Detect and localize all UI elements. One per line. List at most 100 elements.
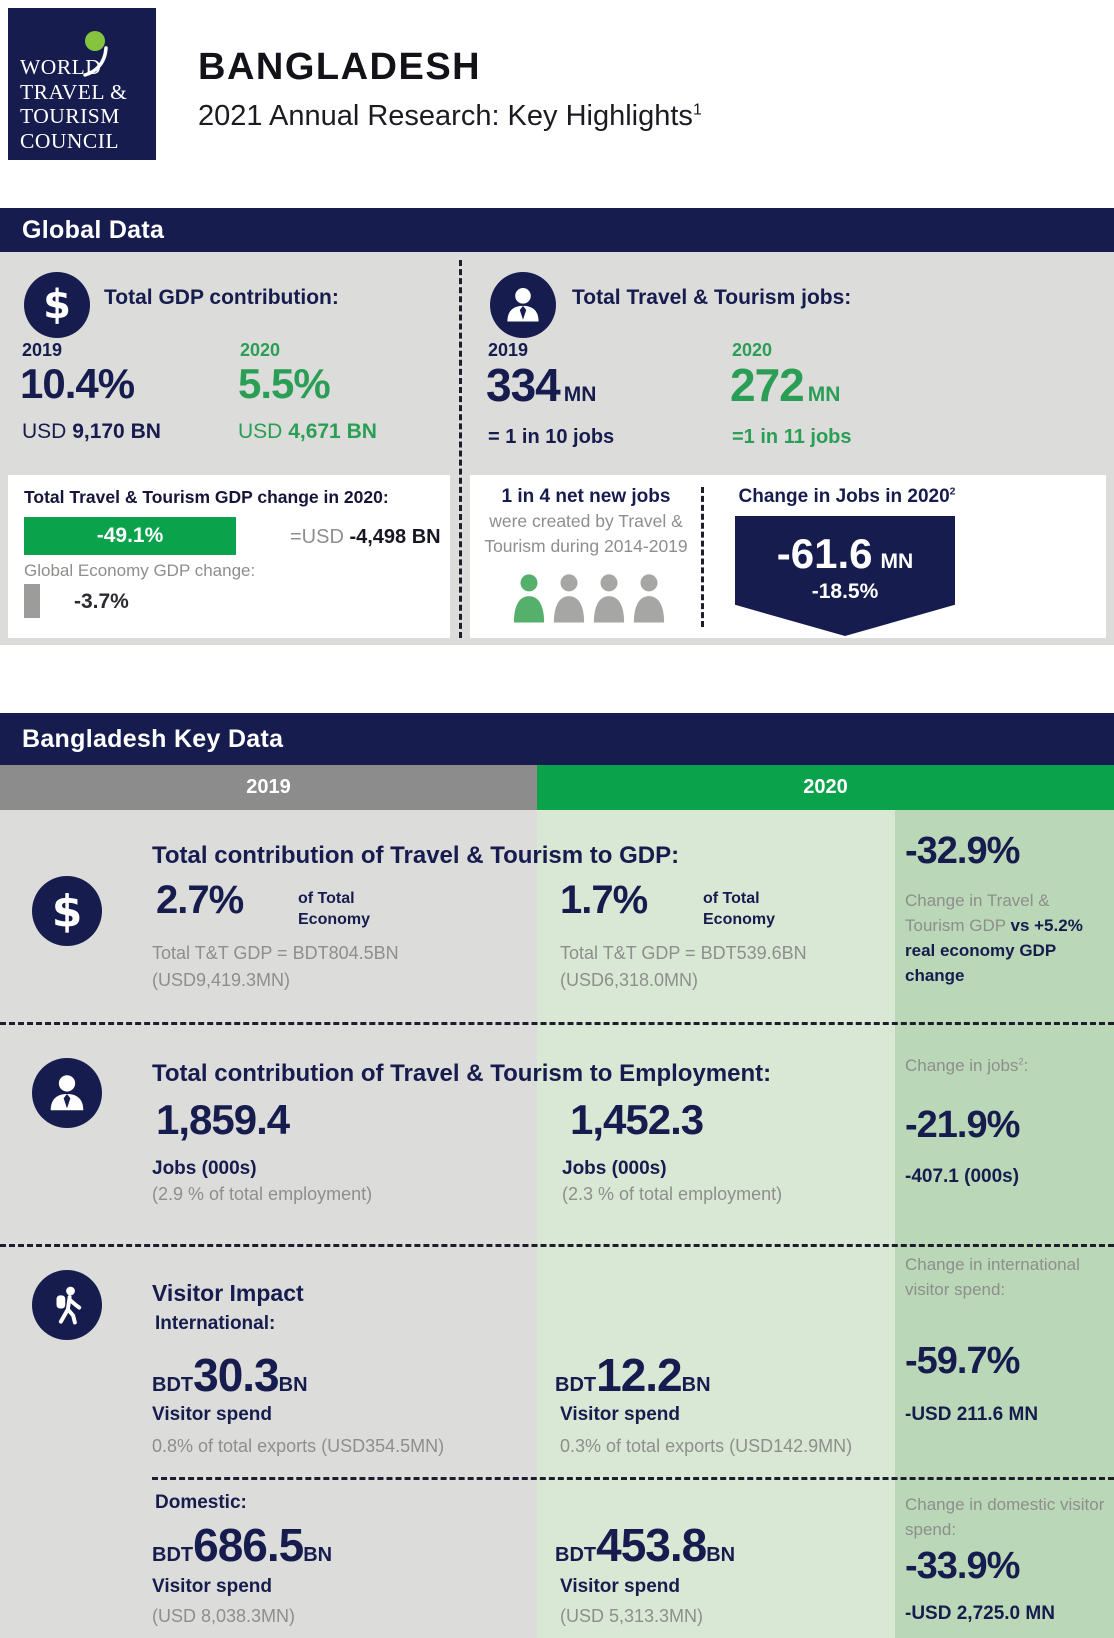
- jobs-change-footnote: 2: [949, 486, 956, 498]
- economy-gdp-change-value: -3.7%: [74, 590, 129, 613]
- gdp-2020-line1: Total T&T GDP = BDT539.6BN: [560, 943, 807, 963]
- employment-change-note: -407.1 (000s): [905, 1166, 1020, 1187]
- subtitle-text: 2021 Annual Research: Key Highlights: [198, 100, 693, 132]
- intl-2019-note: 0.8% of total exports (USD354.5MN): [152, 1436, 445, 1456]
- logo-line: TOURISM: [20, 104, 120, 128]
- logo-line: WORLD: [20, 55, 102, 79]
- employment-change-value: -21.9%: [905, 1104, 1020, 1146]
- wttc-logo-text: WORLD TRAVEL & TOURISM COUNCIL: [20, 55, 127, 153]
- dom-2020-spend-label: Visitor spend: [560, 1576, 681, 1597]
- dom-change-note: -USD 2,725.0 MN: [905, 1603, 1055, 1624]
- jobs-2020-ratio: =1 in 11 jobs: [732, 426, 852, 448]
- gdp-2020-year: 2020: [240, 340, 281, 360]
- jobs-2020-year: 2020: [732, 340, 773, 360]
- jobs-2019-ratio: = 1 in 10 jobs: [488, 426, 615, 448]
- gdp-2019-percent: 2.7%: [156, 878, 244, 922]
- wttc-logo: WORLD TRAVEL & TOURISM COUNCIL: [8, 8, 156, 160]
- gdp-change-label: Change in Travel & Tourism GDP vs +5.2% …: [905, 891, 1083, 985]
- dollar-icon: $: [32, 876, 102, 946]
- page-title: BANGLADESH: [198, 46, 482, 88]
- gdp-2020-value: 5.5%: [238, 360, 331, 407]
- global-data-title: Global Data: [22, 215, 165, 244]
- jobs-heading: Total Travel & Tourism jobs:: [572, 286, 852, 309]
- person-icon-green: [513, 574, 545, 623]
- gdp-change-card: [8, 475, 450, 638]
- column-header-2020: 2020: [537, 765, 1114, 810]
- key-data-section-header: Bangladesh Key Data: [0, 713, 1114, 765]
- gdp-2019-line1: Total T&T GDP = BDT804.5BN: [152, 943, 399, 963]
- key-data-2020-column-bg: [537, 810, 895, 1638]
- gdp-2019-amount: USD 9,170 BN: [22, 420, 161, 443]
- new-jobs-line2: were created by Travel &: [489, 511, 683, 531]
- page-subtitle: 2021 Annual Research: Key Highlights1: [198, 100, 702, 133]
- gdp-change-equals: =USD: [290, 526, 344, 548]
- logo-line: COUNCIL: [20, 128, 120, 153]
- person-icon-gray: [553, 574, 585, 623]
- intl-change-value: -59.7%: [905, 1340, 1020, 1382]
- gdp-2020-amount: USD 4,671 BN: [238, 420, 377, 443]
- column-header-2019: 2019: [0, 765, 537, 810]
- visitor-impact-heading: Visitor Impact: [152, 1280, 304, 1306]
- employment-2019-note: (2.9 % of total employment): [152, 1184, 373, 1204]
- gdp-change-bar-value: -49.1%: [96, 524, 164, 547]
- jobs-change-value-row: -61.6 MN: [776, 530, 914, 577]
- jobs-card-divider: [701, 487, 704, 627]
- dom-2019-spend: BDT 686.5 BN: [152, 1519, 333, 1571]
- row-divider: [0, 1244, 1114, 1247]
- gdp-change-title: Total Travel & Tourism GDP change in 202…: [24, 487, 389, 507]
- key-data-title: Bangladesh Key Data: [22, 724, 284, 753]
- gdp-contribution-heading: Total GDP contribution:: [104, 286, 339, 309]
- jobs-change-percent: -18.5%: [811, 580, 879, 603]
- gdp-2020-of-total: of Total Economy: [703, 890, 776, 928]
- gdp-2020-percent: 1.7%: [560, 878, 648, 922]
- logo-line: TRAVEL &: [20, 79, 128, 104]
- dollar-icon: $: [24, 272, 90, 338]
- person-icon-gray: [633, 574, 665, 623]
- employment-2019-value: 1,859.4: [156, 1096, 290, 1143]
- employment-change-label: Change in jobs2:: [905, 1056, 1029, 1075]
- intl-2019-spend: BDT 30.3 BN: [152, 1349, 308, 1401]
- gdp-2019-year: 2019: [22, 340, 63, 360]
- row-divider: [0, 1022, 1114, 1025]
- economy-gdp-change-label: Global Economy GDP change:: [24, 561, 256, 580]
- employment-2020-unit: Jobs (000s): [562, 1158, 667, 1179]
- key-data-change-column-bg: [895, 810, 1114, 1638]
- new-jobs-line3: Tourism during 2014-2019: [484, 536, 688, 556]
- international-label: International:: [155, 1313, 276, 1334]
- jobs-2020-value: 272 MN: [730, 359, 841, 411]
- wttc-logo-mark-icon: [83, 31, 108, 77]
- employment-2020-note: (2.3 % of total employment): [562, 1184, 783, 1204]
- intl-2020-spend: BDT 12.2 BN: [555, 1349, 711, 1401]
- jobs-2019-year: 2019: [488, 340, 529, 360]
- jobs-change-title: Change in Jobs in 20202: [738, 486, 956, 507]
- new-jobs-headline: 1 in 4 net new jobs: [501, 486, 671, 507]
- gdp-2019-value: 10.4%: [20, 360, 135, 407]
- visitor-row-divider: [152, 1477, 1114, 1480]
- dom-2020-note: (USD 5,313.3MN): [560, 1606, 704, 1626]
- global-divider: [459, 260, 462, 638]
- traveler-icon: [32, 1270, 102, 1340]
- dom-2020-spend: BDT 453.8 BN: [555, 1519, 736, 1571]
- dom-2019-note: (USD 8,038.3MN): [152, 1606, 296, 1626]
- gdp-2020-currency: USD: [238, 420, 283, 443]
- intl-change-note: -USD 211.6 MN: [905, 1404, 1039, 1425]
- dom-change-label: Change in domestic visitor spend:: [905, 1495, 1105, 1539]
- worker-icon: [32, 1058, 102, 1128]
- domestic-label: Domestic:: [155, 1492, 247, 1513]
- intl-2020-note: 0.3% of total exports (USD142.9MN): [560, 1436, 853, 1456]
- employment-2019-unit: Jobs (000s): [152, 1158, 257, 1179]
- employment-row-heading: Total contribution of Travel & Tourism t…: [152, 1060, 772, 1087]
- dom-2019-spend-label: Visitor spend: [152, 1576, 273, 1597]
- people-icons: [512, 570, 666, 626]
- dom-change-value: -33.9%: [905, 1545, 1020, 1587]
- jobs-change-banner: -61.6 MN -18.5%: [735, 516, 955, 636]
- gdp-2020-line2: (USD6,318.0MN): [560, 970, 699, 990]
- intl-2020-spend-label: Visitor spend: [560, 1404, 681, 1425]
- gdp-change-bar: -49.1%: [24, 517, 236, 555]
- gdp-2019-line2: (USD9,419.3MN): [152, 970, 291, 990]
- worker-icon: [490, 272, 556, 338]
- gdp-change-value: -32.9%: [905, 830, 1020, 872]
- global-data-section-header: Global Data: [0, 208, 1114, 252]
- gdp-2019-of-total: of Total Economy: [298, 890, 371, 928]
